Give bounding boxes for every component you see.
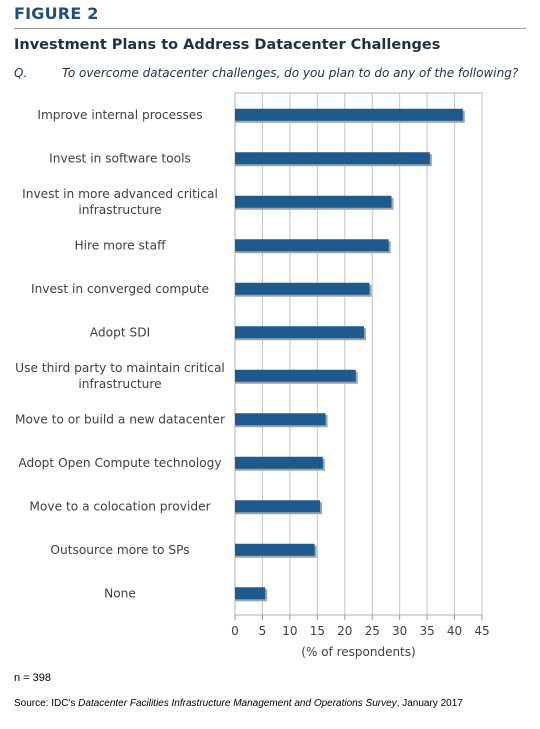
- source-survey-name: Datacenter Facilities Infrastructure Man…: [78, 698, 397, 709]
- header-rule: [14, 28, 526, 29]
- x-tick-label: 10: [282, 624, 297, 638]
- category-label: Adopt SDI: [90, 325, 150, 339]
- bar: [235, 543, 315, 556]
- sample-size-note: n = 398: [14, 672, 52, 684]
- x-tick-label: 45: [474, 624, 489, 638]
- category-label: Improve internal processes: [37, 108, 202, 122]
- category-label-line: Move to a colocation provider: [29, 499, 211, 513]
- bar: [235, 108, 463, 121]
- category-label: Invest in converged compute: [31, 282, 209, 296]
- source-note: Source: IDC's Datacenter Facilities Infr…: [14, 698, 463, 709]
- category-label-line: Invest in software tools: [49, 151, 191, 165]
- x-tick-label: 5: [259, 624, 267, 638]
- figure-label: FIGURE 2: [14, 4, 99, 23]
- category-label: Outsource more to SPs: [50, 543, 189, 557]
- category-label: Invest in more advanced critical infrastr…: [22, 187, 218, 217]
- bar: [235, 326, 364, 339]
- category-label-line: Adopt Open Compute technology: [18, 456, 221, 470]
- chart-title: Investment Plans to Address Datacenter C…: [14, 37, 441, 53]
- category-label-line: Invest in more advanced critical: [22, 187, 218, 201]
- bar: [235, 282, 370, 295]
- bar: [235, 500, 321, 513]
- category-label: Invest in software tools: [49, 151, 191, 165]
- source-suffix: , January 2017: [396, 698, 463, 709]
- x-tick-label: 0: [231, 624, 239, 638]
- category-label-line: Hire more staff: [74, 238, 166, 252]
- category-label: Use third party to maintain critical infr…: [15, 361, 225, 391]
- x-tick-label: 20: [337, 624, 352, 638]
- category-label-line: None: [104, 586, 136, 600]
- category-label-line: infrastructure: [78, 203, 161, 217]
- category-label: None: [104, 586, 136, 600]
- category-label-line: Move to or build a new datacenter: [15, 412, 226, 426]
- category-label-line: infrastructure: [78, 377, 161, 391]
- category-label-line: Use third party to maintain critical: [15, 361, 225, 375]
- x-tick-label: 40: [447, 624, 462, 638]
- bar: [235, 413, 326, 426]
- category-label: Move to a colocation provider: [29, 499, 211, 513]
- x-tick-label: 25: [365, 624, 380, 638]
- category-label-line: Invest in converged compute: [31, 282, 209, 296]
- category-label: Adopt Open Compute technology: [18, 456, 221, 470]
- x-axis-label: (% of respondents): [301, 645, 415, 659]
- plot-frame: [234, 92, 483, 616]
- bar: [235, 195, 392, 208]
- category-label-line: Improve internal processes: [37, 108, 202, 122]
- x-tick-label: 15: [310, 624, 325, 638]
- bar: [235, 369, 356, 382]
- source-prefix: Source: IDC's: [14, 698, 79, 709]
- category-label: Hire more staff: [74, 238, 166, 252]
- category-label: Move to or build a new datacenter: [15, 412, 226, 426]
- question-label: Q.: [14, 66, 28, 80]
- category-label-line: Outsource more to SPs: [50, 543, 189, 557]
- category-label-line: Adopt SDI: [90, 325, 150, 339]
- bar: [235, 239, 389, 252]
- x-tick-label: 35: [419, 624, 434, 638]
- bar: [235, 152, 430, 165]
- x-tick-label: 30: [392, 624, 407, 638]
- bar: [235, 587, 266, 600]
- bar: [235, 456, 323, 469]
- question-text: To overcome datacenter challenges, do yo…: [62, 66, 519, 80]
